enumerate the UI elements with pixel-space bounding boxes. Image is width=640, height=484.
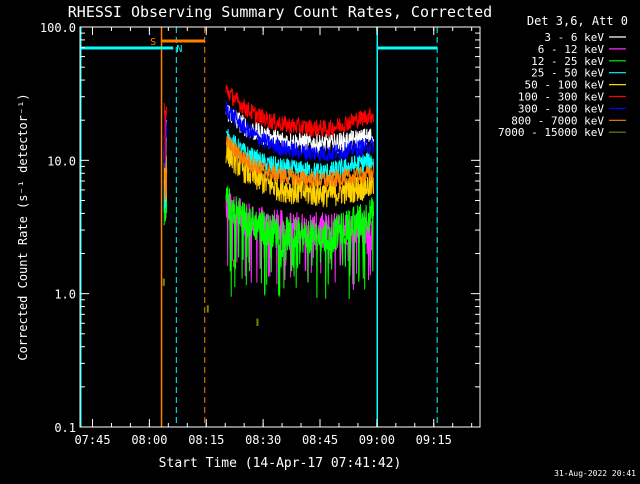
legend-title: Det 3,6, Att 0 <box>527 14 628 28</box>
plot-frame <box>79 26 481 428</box>
x-tick-label: 08:15 <box>188 433 224 447</box>
series-800-7000keV <box>225 135 374 189</box>
legend-label-9: 7000 - 15000 keV <box>498 126 604 139</box>
x-tick-label: 08:30 <box>245 433 281 447</box>
x-tick-label: 09:15 <box>416 433 452 447</box>
y-tick-label: 100.0 <box>40 21 76 35</box>
series-50-100keV <box>225 139 374 208</box>
flag-label-n: N <box>176 44 182 55</box>
legend-label-4: 25 - 50 keV <box>531 67 604 80</box>
legend-label-8: 800 - 7000 keV <box>511 114 604 127</box>
axes: 0.1 1.0 10.0 100.0 07:45 08:00 08:15 08:30 08:45… <box>40 21 481 447</box>
legend-label-1: 3 - 6 keV <box>544 31 604 44</box>
flag-label-s: S <box>150 37 156 48</box>
x-axis-label: Start Time (14-Apr-17 07:41:42) <box>159 456 402 471</box>
x-tick-label: 08:45 <box>302 433 338 447</box>
y-axis-label: Corrected Count Rate (s⁻¹ detector⁻¹) <box>16 93 30 360</box>
footer-timestamp: 31-Aug-2022 20:41 <box>554 469 636 478</box>
plot-data-layer: SN <box>80 27 438 427</box>
legend-label-7: 300 - 800 keV <box>518 102 604 115</box>
y-tick-label: 0.1 <box>54 421 76 435</box>
series-12-25keV <box>225 186 374 300</box>
series-300-800keV <box>225 100 374 162</box>
legend-label-2: 6 - 12 keV <box>538 43 605 56</box>
legend-label-5: 50 - 100 keV <box>525 79 605 92</box>
chart-title: RHESSI Observing Summary Count Rates, Co… <box>68 3 492 21</box>
y-tick-label: 10.0 <box>47 154 76 168</box>
series-100-300keV <box>225 84 374 138</box>
x-tick-label: 08:00 <box>131 433 167 447</box>
series-pre-100-300keV <box>163 102 168 163</box>
x-tick-label: 09:00 <box>359 433 395 447</box>
legend-label-6: 100 - 300 keV <box>518 91 604 104</box>
y-tick-label: 1.0 <box>54 288 76 302</box>
x-tick-label: 07:45 <box>74 433 110 447</box>
legend-label-3: 12 - 25 keV <box>531 55 604 68</box>
